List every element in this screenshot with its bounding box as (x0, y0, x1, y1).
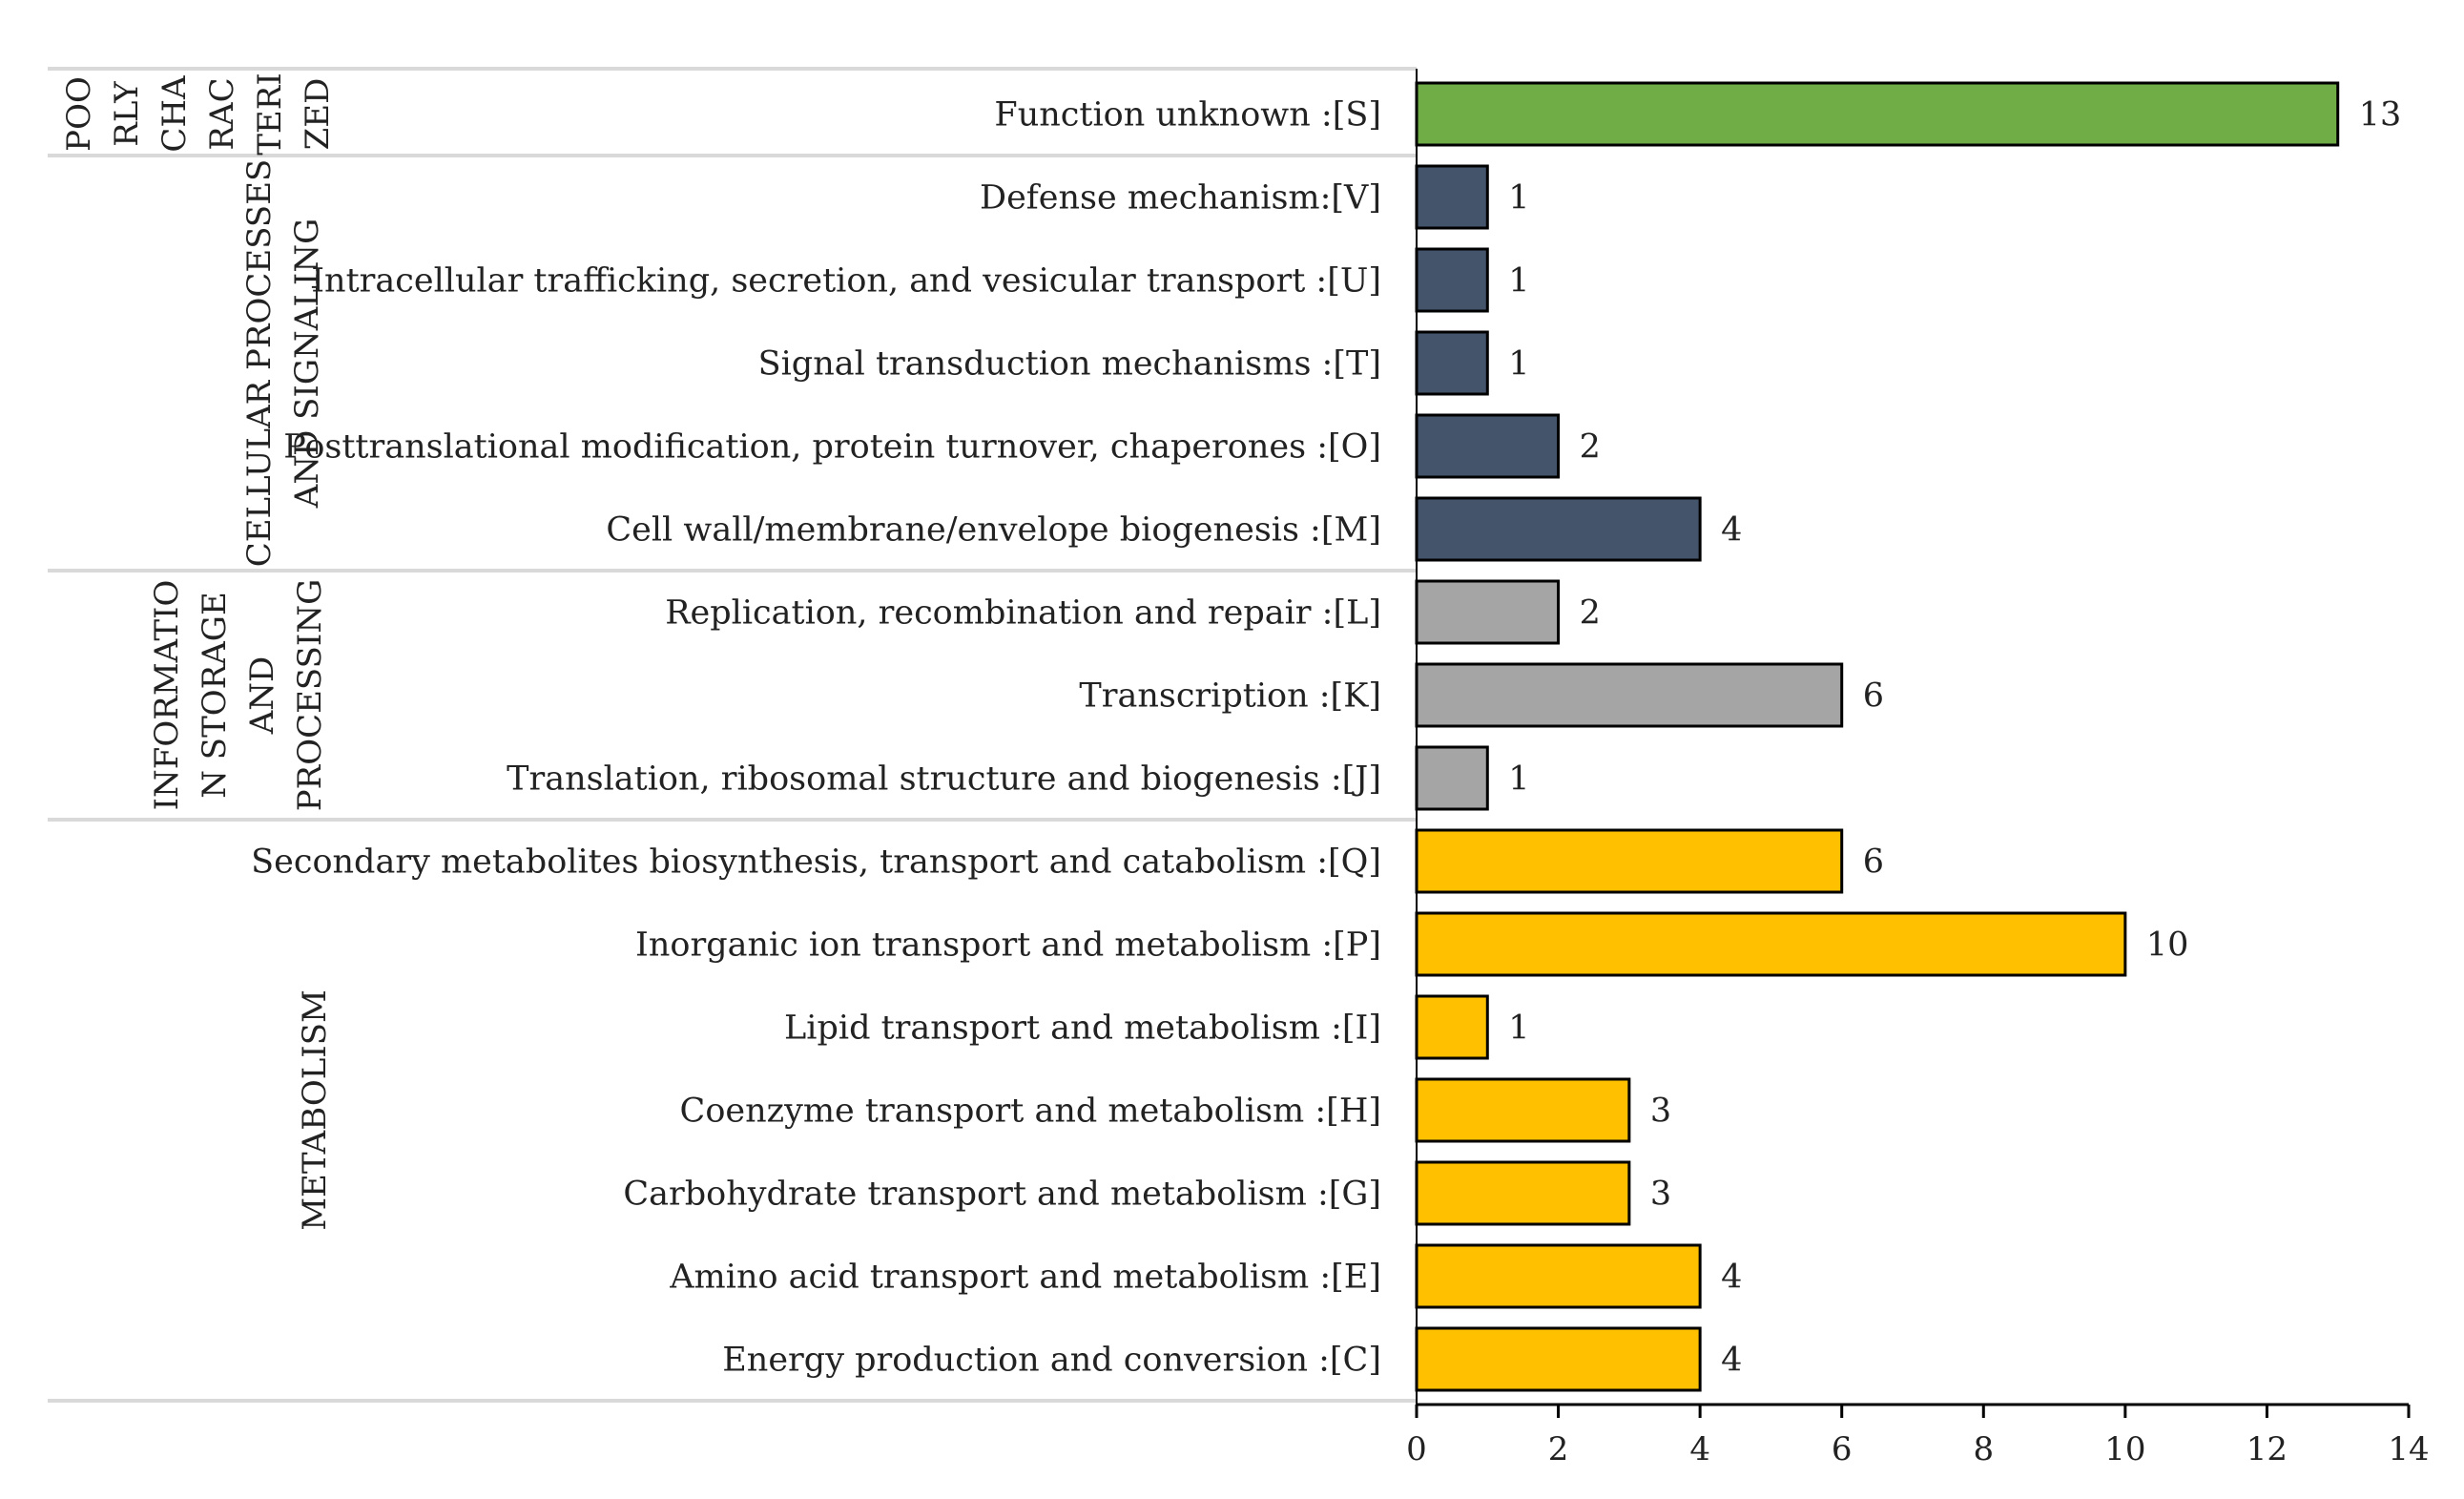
bar (1415, 1160, 1631, 1226)
group-label: TERI (251, 73, 289, 156)
category-label: Coenzyme transport and metabolism :[H] (680, 1093, 1381, 1131)
value-label: 1 (1508, 262, 1529, 301)
value-label: 4 (1721, 511, 1742, 550)
bar (1415, 330, 1489, 396)
x-tick-label: 10 (2104, 1430, 2145, 1468)
bar (1415, 994, 1489, 1060)
value-label: 2 (1580, 594, 1601, 633)
bar (1415, 413, 1561, 479)
group-label: CELLULAR PROCESSES (240, 159, 279, 568)
group-label: POO (60, 76, 98, 152)
category-label: Amino acid transport and metabolism :[E] (669, 1259, 1381, 1297)
category-label: Translation, ribosomal structure and bio… (507, 760, 1381, 799)
category-label: Lipid transport and metabolism :[I] (784, 1010, 1381, 1048)
category-label: Inorganic ion transport and metabolism :… (635, 926, 1381, 965)
category-label: Intracellular trafficking, secretion, an… (311, 262, 1381, 301)
x-tick-label: 0 (1406, 1430, 1427, 1468)
group-label: N STORAGE (196, 592, 234, 799)
bar (1415, 496, 1702, 562)
group-label: INFORMATIO (148, 580, 186, 811)
category-labels: Function unknown :[S] Defense mechanism:[… (251, 96, 1381, 1380)
group-label: AND SIGNALING (288, 219, 326, 509)
category-label: Transcription :[K] (1079, 677, 1381, 716)
x-tick-label: 12 (2247, 1430, 2288, 1468)
category-label: Defense mechanism:[V] (980, 179, 1381, 218)
bars (1415, 81, 2340, 1392)
x-tick-label: 8 (1973, 1430, 1994, 1468)
x-tick-label: 4 (1689, 1430, 1710, 1468)
value-label: 10 (2146, 926, 2189, 965)
bar (1415, 828, 1844, 894)
value-label: 4 (1721, 1259, 1742, 1297)
bar (1415, 1326, 1702, 1392)
bar (1415, 164, 1489, 230)
value-label: 1 (1508, 760, 1529, 799)
category-label: Cell wall/membrane/envelope biogenesis :… (606, 511, 1381, 550)
value-label: 3 (1650, 1176, 1671, 1214)
x-tick-label: 2 (1548, 1430, 1569, 1468)
bar (1415, 1077, 1631, 1143)
bar (1415, 247, 1489, 313)
value-label: 1 (1508, 179, 1529, 218)
bar (1415, 81, 2340, 147)
category-label: Posttranslational modification, protein … (283, 428, 1381, 467)
value-label: 1 (1508, 345, 1529, 384)
bar (1415, 579, 1561, 645)
value-label: 1 (1508, 1010, 1529, 1048)
group-label: CHA (155, 75, 194, 153)
x-tick-label: 6 (1832, 1430, 1853, 1468)
value-label: 3 (1650, 1093, 1671, 1131)
category-label: Energy production and conversion :[C] (722, 1342, 1381, 1380)
bar (1415, 662, 1844, 728)
group-separators (48, 67, 1417, 1403)
category-label: Signal transduction mechanisms :[T] (758, 345, 1381, 384)
category-label: Carbohydrate transport and metabolism :[… (623, 1176, 1381, 1214)
group-label: AND (243, 656, 281, 736)
value-label: 2 (1580, 428, 1601, 467)
value-label: 4 (1721, 1342, 1742, 1380)
group-label: PROCESSING (291, 579, 329, 812)
group-label: RAC (203, 77, 241, 150)
bar (1415, 745, 1489, 811)
value-label: 13 (2359, 96, 2402, 135)
value-label: 6 (1863, 843, 1884, 882)
group-label: RLY (108, 81, 146, 147)
x-axis: 0 2 4 6 8 10 12 14 (1406, 69, 2430, 1468)
bar (1415, 1243, 1702, 1309)
group-label: METABOLISM (296, 989, 334, 1231)
category-label: Function unknown :[S] (994, 96, 1381, 135)
category-label: Replication, recombination and repair :[… (665, 594, 1381, 633)
group-label: ZED (299, 78, 337, 151)
bar (1415, 911, 2127, 977)
value-label: 6 (1863, 677, 1884, 716)
category-label: Secondary metabolites biosynthesis, tran… (251, 843, 1381, 882)
x-tick-label: 14 (2388, 1430, 2429, 1468)
